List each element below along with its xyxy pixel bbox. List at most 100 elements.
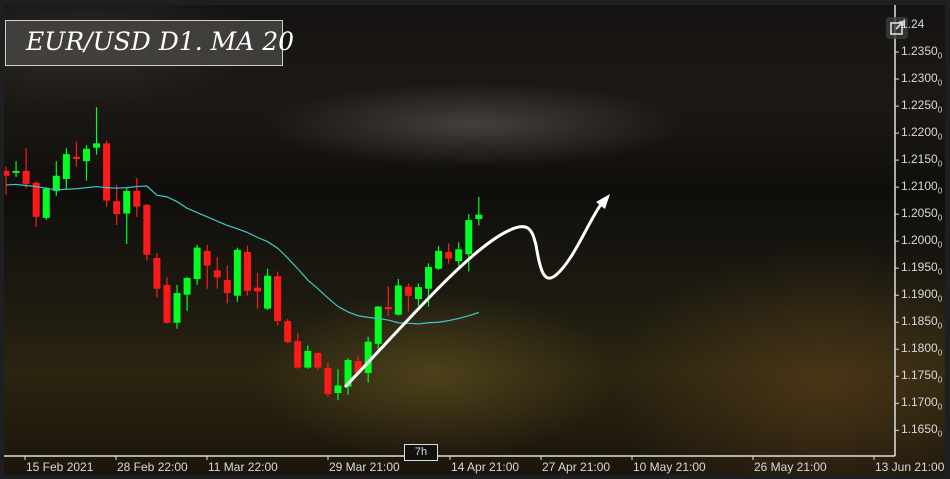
bearish-candle: [143, 204, 151, 255]
x-ticks: [24, 456, 875, 460]
y-tick-subdigit: 0: [937, 402, 943, 412]
y-tick-subdigit: 0: [937, 78, 943, 88]
y-tick-subdigit: 0: [937, 186, 943, 196]
x-tick-label: 26 May 21:00: [754, 460, 827, 474]
chart-title-box: EUR/USD D1. MA 20: [5, 20, 294, 66]
crosshair-time-label: 7h: [404, 444, 438, 461]
bullish-candle: [475, 214, 483, 220]
bullish-candle: [304, 350, 312, 368]
y-tick-subdigit: 0: [937, 294, 943, 304]
bullish-candle: [414, 287, 422, 299]
x-tick-label: 27 Apr 21:00: [542, 460, 611, 474]
y-tick-label: 1.17000: [901, 395, 942, 411]
bullish-candle: [52, 175, 60, 191]
y-tick-subdigit: 0: [937, 51, 943, 61]
y-tick-label: 1.19000: [901, 287, 942, 303]
y-tick-value: 1.2200: [901, 125, 938, 140]
bearish-candle: [314, 353, 322, 368]
bearish-candle: [4, 170, 10, 176]
y-tick-subdigit: 0: [937, 132, 943, 142]
bearish-candle: [32, 182, 40, 217]
y-tick-subdigit: 0: [937, 429, 943, 439]
bullish-candle: [173, 293, 181, 323]
bullish-candle: [62, 154, 70, 180]
bearish-candle: [133, 190, 141, 207]
y-tick-label: 1.19500: [901, 260, 942, 276]
x-tick-label: 14 Apr 21:00: [451, 460, 520, 474]
y-tick-label: 1.20000: [901, 233, 942, 249]
bullish-candle: [374, 306, 382, 344]
x-tick-label: 15 Feb 2021: [26, 460, 94, 474]
y-tick-value: 1.2300: [901, 71, 938, 86]
chart-title: EUR/USD D1. MA 20: [26, 27, 295, 56]
bullish-candle: [82, 148, 90, 162]
bullish-candle: [183, 277, 191, 295]
bearish-candle: [354, 361, 362, 374]
bullish-candle: [435, 250, 443, 269]
bearish-candle: [223, 280, 231, 294]
y-tick-label: 1.18500: [901, 314, 942, 330]
bearish-candle: [163, 284, 171, 323]
y-tick-subdigit: 0: [937, 213, 943, 223]
y-tick-label: 1.23500: [901, 44, 942, 60]
bearish-candle: [384, 307, 392, 310]
y-ticks: [895, 24, 899, 431]
y-tick-value: 1.1850: [901, 314, 938, 329]
y-tick-value: 1.1950: [901, 260, 938, 275]
y-tick-value: 1.2250: [901, 98, 938, 113]
y-tick-subdigit: 0: [937, 240, 943, 250]
y-tick-value: 1.2150: [901, 152, 938, 167]
bullish-candle: [93, 143, 101, 148]
bearish-candle: [213, 270, 221, 278]
x-tick-label: 28 Feb 22:00: [117, 460, 188, 474]
bearish-candle: [284, 321, 292, 343]
y-tick-value: 1.24: [901, 17, 925, 31]
price-chart[interactable]: [4, 5, 945, 475]
bearish-candle: [203, 250, 211, 266]
bullish-candle: [42, 188, 50, 218]
bearish-candle: [72, 156, 80, 160]
y-tick-label: 1.21500: [901, 152, 942, 168]
y-tick-subdigit: 0: [937, 105, 943, 115]
bearish-candle: [103, 143, 111, 201]
chart-frame: EUR/USD D1. MA 20 1.24 1.23500 1.23000 1.22…: [4, 5, 945, 475]
bullish-candle: [455, 249, 463, 262]
y-tick-value: 1.2100: [901, 179, 938, 194]
bullish-candle: [425, 267, 433, 289]
y-tick-value: 1.1900: [901, 287, 938, 302]
bearish-candle: [445, 251, 453, 259]
external-link-icon[interactable]: [886, 17, 908, 39]
forecast-arrowhead: [596, 194, 610, 209]
bearish-candle: [153, 257, 161, 289]
y-tick-label: 1.18000: [901, 341, 942, 357]
y-tick-value: 1.2000: [901, 233, 938, 248]
y-tick-subdigit: 0: [937, 159, 943, 169]
y-tick-value: 1.1700: [901, 395, 938, 410]
y-tick-label: 1.23000: [901, 71, 942, 87]
y-tick-subdigit: 0: [937, 267, 943, 277]
y-tick-subdigit: 0: [937, 321, 943, 331]
bearish-candle: [274, 276, 282, 322]
ma20-line: [5, 183, 480, 325]
x-tick-label: 29 Mar 21:00: [329, 460, 400, 474]
y-tick-label: 1.16500: [901, 422, 942, 438]
y-tick-value: 1.2350: [901, 44, 938, 59]
bearish-candle: [254, 287, 261, 292]
y-tick-label: 1.20500: [901, 206, 942, 222]
bullish-candle: [465, 220, 473, 255]
candles-layer: [4, 107, 483, 401]
bearish-candle: [324, 368, 332, 395]
bullish-candle: [334, 385, 342, 394]
x-tick-label: 13 Jun 21:00: [875, 460, 945, 474]
bearish-candle: [113, 201, 121, 215]
y-tick-value: 1.2050: [901, 206, 938, 221]
y-tick-label: 1.21000: [901, 179, 942, 195]
y-tick-subdigit: 0: [937, 375, 943, 385]
y-tick-subdigit: 0: [937, 348, 943, 358]
x-tick-label: 11 Mar 22:00: [208, 460, 278, 474]
x-tick-label: 10 May 21:00: [633, 460, 706, 474]
bearish-candle: [243, 251, 251, 291]
forecast-arrow: [343, 202, 604, 389]
bullish-candle: [394, 285, 402, 315]
bullish-candle: [123, 190, 131, 214]
